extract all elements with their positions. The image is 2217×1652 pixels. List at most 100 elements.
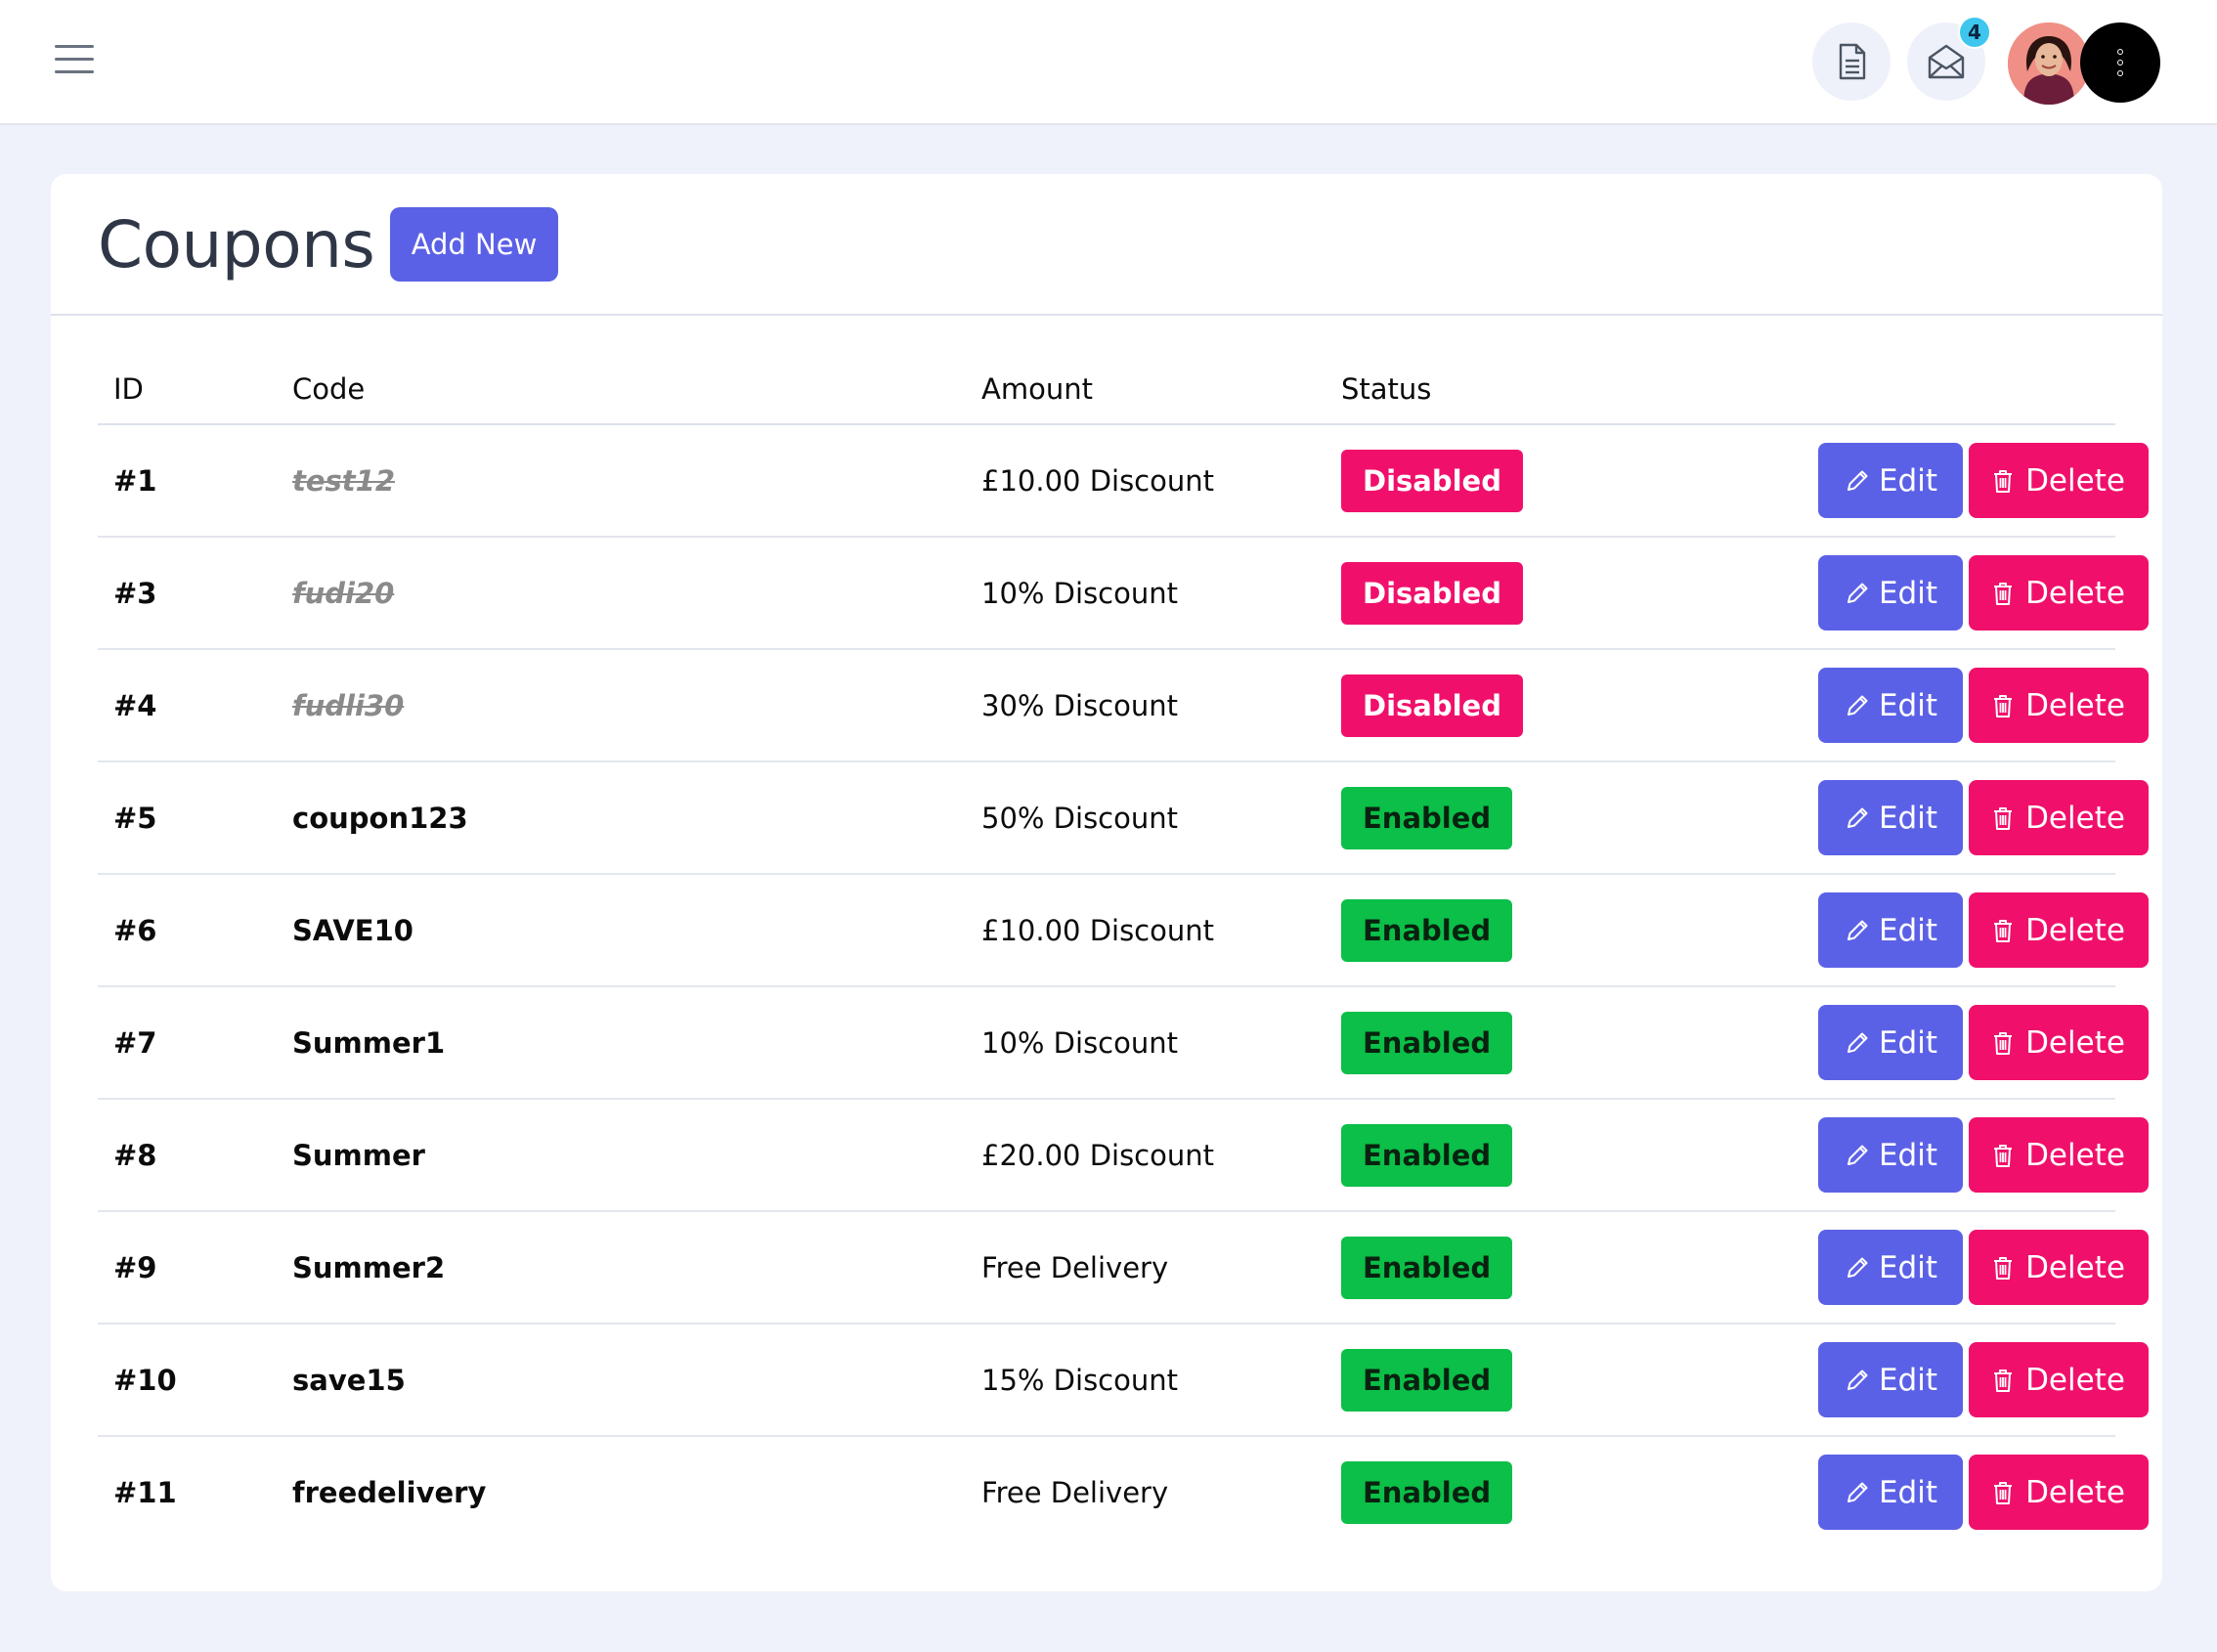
table-row: #7 Summer1 10% Discount Enabled Edit Delete (98, 987, 2149, 1100)
coupon-id: #8 (113, 1138, 157, 1172)
edit-button[interactable]: Edit (1818, 555, 1963, 630)
edit-button[interactable]: Edit (1818, 1342, 1963, 1417)
trash-icon (1992, 1255, 2014, 1281)
coupon-id: #1 (113, 463, 157, 498)
table-row: #3 fudi20 10% Discount Disabled Edit Delete (98, 538, 2149, 650)
coupon-amount: £20.00 Discount (981, 1138, 1215, 1172)
edit-button[interactable]: Edit (1818, 1117, 1963, 1193)
table-body: #1 test12 £10.00 Discount Disabled Edit Delet… (98, 425, 2149, 1547)
trash-icon (1992, 1480, 2014, 1505)
coupons-card: Coupons Add New ID Code Amount Status #1… (51, 174, 2162, 1591)
trash-icon (1992, 1143, 2014, 1168)
coupon-id: #6 (113, 913, 157, 947)
pencil-icon (1844, 467, 1871, 495)
delete-button[interactable]: Delete (1969, 443, 2149, 518)
coupon-code: Summer2 (292, 1250, 446, 1284)
coupon-id: #10 (113, 1363, 177, 1397)
edit-button[interactable]: Edit (1818, 668, 1963, 743)
delete-button[interactable]: Delete (1969, 555, 2149, 630)
status-cell: Enabled (1341, 1212, 1513, 1323)
add-new-button[interactable]: Add New (390, 207, 558, 282)
delete-button[interactable]: Delete (1969, 1455, 2149, 1530)
delete-button[interactable]: Delete (1969, 668, 2149, 743)
edit-button[interactable]: Edit (1818, 780, 1963, 855)
table-header: ID Code Amount Status (98, 365, 2115, 425)
edit-button[interactable]: Edit (1818, 1230, 1963, 1305)
status-cell: Enabled (1341, 762, 1513, 873)
trash-icon (1992, 805, 2014, 831)
status-cell: Disabled (1341, 538, 1523, 648)
edit-label: Edit (1878, 1249, 1938, 1285)
trash-icon (1992, 918, 2014, 943)
table-row: #4 fudli30 30% Discount Disabled Edit Delete (98, 650, 2149, 762)
delete-label: Delete (2025, 575, 2125, 611)
table-row: #5 coupon123 50% Discount Enabled Edit Delete (98, 762, 2149, 875)
hamburger-icon[interactable] (55, 45, 94, 78)
edit-label: Edit (1878, 912, 1938, 948)
coupon-code: freedelivery (292, 1475, 487, 1509)
table-row: #1 test12 £10.00 Discount Disabled Edit Delet… (98, 425, 2149, 538)
status-cell: Enabled (1341, 1437, 1513, 1547)
status-badge: Enabled (1341, 1011, 1513, 1074)
status-badge: Disabled (1341, 674, 1523, 737)
trash-icon (1992, 693, 2014, 718)
delete-label: Delete (2025, 1137, 2125, 1173)
edit-label: Edit (1878, 1474, 1938, 1510)
card-header: Coupons Add New (51, 174, 2162, 316)
coupon-amount: Free Delivery (981, 1250, 1169, 1284)
column-header-status: Status (1341, 372, 1432, 406)
trash-icon (1992, 581, 2014, 606)
document-button[interactable] (1812, 22, 1891, 101)
coupon-id: #11 (113, 1475, 177, 1509)
delete-label: Delete (2025, 1249, 2125, 1285)
delete-label: Delete (2025, 800, 2125, 836)
edit-label: Edit (1878, 462, 1938, 499)
status-badge: Disabled (1341, 561, 1523, 625)
delete-button[interactable]: Delete (1969, 892, 2149, 968)
edit-button[interactable]: Edit (1818, 1005, 1963, 1080)
edit-button[interactable]: Edit (1818, 892, 1963, 968)
coupon-code: test12 (292, 463, 396, 498)
delete-label: Delete (2025, 687, 2125, 723)
coupon-id: #5 (113, 801, 157, 835)
coupon-code: fudli30 (292, 688, 405, 722)
status-cell: Disabled (1341, 425, 1523, 536)
pencil-icon (1844, 917, 1871, 944)
status-badge: Enabled (1341, 1460, 1513, 1524)
edit-label: Edit (1878, 800, 1938, 836)
status-badge: Enabled (1341, 1348, 1513, 1412)
coupon-code: SAVE10 (292, 913, 413, 947)
delete-button[interactable]: Delete (1969, 1342, 2149, 1417)
delete-button[interactable]: Delete (1969, 1230, 2149, 1305)
more-vertical-icon[interactable] (2080, 22, 2160, 103)
coupon-amount: 15% Discount (981, 1363, 1178, 1397)
edit-button[interactable]: Edit (1818, 443, 1963, 518)
delete-button[interactable]: Delete (1969, 780, 2149, 855)
delete-button[interactable]: Delete (1969, 1117, 2149, 1193)
avatar-image (2008, 22, 2090, 105)
pencil-icon (1844, 1029, 1871, 1057)
delete-label: Delete (2025, 1474, 2125, 1510)
coupon-amount: 10% Discount (981, 576, 1178, 610)
delete-label: Delete (2025, 1024, 2125, 1061)
status-badge: Enabled (1341, 786, 1513, 849)
coupon-code: save15 (292, 1363, 406, 1397)
avatar[interactable] (2008, 22, 2090, 105)
document-icon (1839, 43, 1866, 80)
status-badge: Enabled (1341, 1236, 1513, 1299)
edit-label: Edit (1878, 1362, 1938, 1398)
coupon-id: #3 (113, 576, 157, 610)
edit-button[interactable]: Edit (1818, 1455, 1963, 1530)
coupon-amount: Free Delivery (981, 1475, 1169, 1509)
column-header-code: Code (292, 372, 366, 406)
pencil-icon (1844, 692, 1871, 719)
delete-button[interactable]: Delete (1969, 1005, 2149, 1080)
column-header-id: ID (113, 372, 144, 406)
coupon-code: Summer (292, 1138, 425, 1172)
column-header-amount: Amount (981, 372, 1093, 406)
status-cell: Enabled (1341, 1325, 1513, 1435)
coupon-amount: 10% Discount (981, 1025, 1178, 1060)
page-title: Coupons (98, 207, 375, 283)
pencil-icon (1844, 1142, 1871, 1169)
edit-label: Edit (1878, 687, 1938, 723)
